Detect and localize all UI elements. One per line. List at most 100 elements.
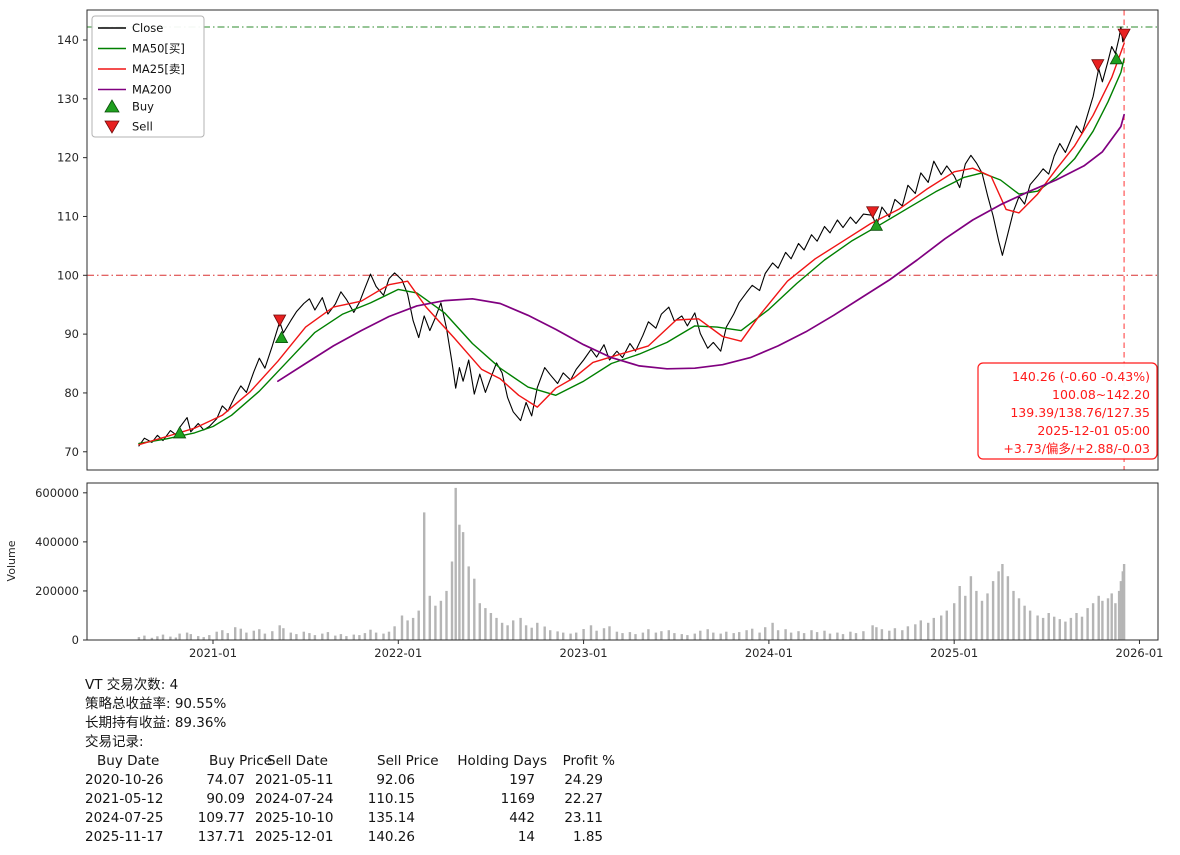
info-box-line: 140.26 (-0.60 -0.43%) (1012, 369, 1150, 384)
volume-bar (382, 633, 385, 640)
volume-bar (374, 632, 378, 640)
volume-bar (562, 632, 565, 640)
volume-bar (751, 628, 754, 640)
volume-bar (1001, 564, 1004, 640)
volume-bar (278, 625, 281, 640)
legend-label: MA25[卖] (132, 62, 185, 76)
x-tick-label: 2024-01 (745, 646, 793, 660)
volume-bar (174, 637, 178, 640)
info-box: 140.26 (-0.60 -0.43%) 100.08~142.20 139.39… (977, 362, 1158, 460)
volume-bar (308, 633, 311, 640)
volume-bar (500, 622, 504, 640)
volume-bar (1117, 590, 1121, 640)
volume-bar (484, 608, 487, 640)
volume-bar (549, 630, 552, 640)
volume-bar (602, 628, 606, 640)
legend-box (91, 15, 205, 138)
volume-bar (1119, 581, 1123, 640)
volume-bar (634, 634, 637, 640)
volume-bar (1053, 616, 1056, 640)
volume-bar (1106, 598, 1110, 640)
sell-marker (1117, 28, 1131, 41)
trade-row: 2021-05-12 90.09 2024-07-24 110.15 1169 22.27 (85, 790, 615, 809)
legend: Close MA50[买] MA25[卖] MA200 Buy Sell (91, 15, 205, 138)
ma25-line (138, 42, 1125, 446)
volume-bar (530, 627, 533, 640)
volume-bar (641, 632, 645, 640)
volume-bar (185, 632, 189, 640)
volume-bar (986, 593, 989, 640)
volume-bar (997, 571, 1000, 640)
volume-bar (595, 630, 598, 640)
volume-bar (208, 635, 211, 640)
volume-bar (901, 630, 904, 640)
volume-tick-label: 0 (72, 633, 79, 647)
volume-bar (400, 615, 404, 640)
volume-bar (458, 524, 461, 640)
volume-bar (854, 633, 858, 640)
volume-bar (524, 625, 528, 640)
volume-bar (732, 633, 735, 640)
trades-header-row: Buy Date Buy Price Sell Date Sell Price Hold… (85, 752, 615, 771)
volume-bar (478, 603, 481, 640)
volume-bar (234, 627, 237, 640)
sell-marker (1091, 59, 1105, 72)
volume-bar (1121, 571, 1124, 640)
volume-bar (836, 632, 839, 640)
volume-bar (393, 626, 396, 640)
volume-bar (660, 631, 663, 640)
price-tick-label: 100 (57, 268, 79, 282)
info-box-line: 2025-12-01 05:00 (1037, 423, 1150, 438)
trade-cell: 2021-05-12 (85, 791, 164, 807)
volume-bar (221, 630, 224, 640)
price-tick-label: 70 (64, 445, 79, 459)
trades-header-cell: Holding Days (457, 753, 547, 769)
volume-bar (1064, 621, 1067, 640)
volume-bar (543, 626, 546, 640)
volume-bar (536, 622, 539, 640)
trade-cell: 1169 (500, 791, 535, 807)
volume-bar (519, 617, 522, 640)
volume-bar (245, 632, 248, 640)
volume-bar (334, 635, 337, 640)
volume-bar (906, 626, 910, 640)
legend-label: MA50[买] (132, 42, 185, 56)
volume-bar (699, 630, 702, 640)
volume-bar (506, 625, 509, 640)
ma50-line (138, 58, 1125, 445)
volume-bar (758, 632, 761, 640)
trade-cell: 92.06 (376, 772, 415, 788)
volume-bar (411, 617, 415, 640)
trade-cell: 90.09 (206, 791, 245, 807)
volume-bar (953, 603, 956, 640)
volume-bar (197, 636, 200, 640)
volume-bar (473, 578, 476, 640)
volume-bar (387, 631, 391, 640)
volume-bar (667, 630, 670, 640)
volume-bar (461, 532, 465, 640)
volume-bar (1122, 564, 1126, 640)
trade-cell: 1.85 (572, 829, 603, 845)
volume-bar (161, 634, 165, 640)
volume-bar (169, 636, 172, 640)
volume-bar (215, 631, 218, 640)
volume-bar (888, 630, 891, 640)
volume-bar (712, 632, 715, 640)
trade-cell: 442 (509, 810, 535, 826)
volume-bar (628, 632, 632, 640)
volume-bar (776, 630, 780, 640)
volume-bar (802, 633, 806, 640)
volume-bar (784, 629, 787, 640)
volume-bar (1075, 613, 1078, 640)
volume-bar (363, 633, 367, 640)
close-line (138, 26, 1125, 447)
volume-bar (434, 605, 437, 640)
legend-buy-marker (104, 99, 120, 113)
volume-bar (326, 632, 330, 640)
volume-panel-border (86, 482, 1159, 641)
volume-bar (406, 620, 409, 640)
price-tick-label: 90 (64, 327, 79, 341)
trade-cell: 2024-07-25 (85, 810, 164, 826)
volume-bar (1091, 603, 1095, 640)
